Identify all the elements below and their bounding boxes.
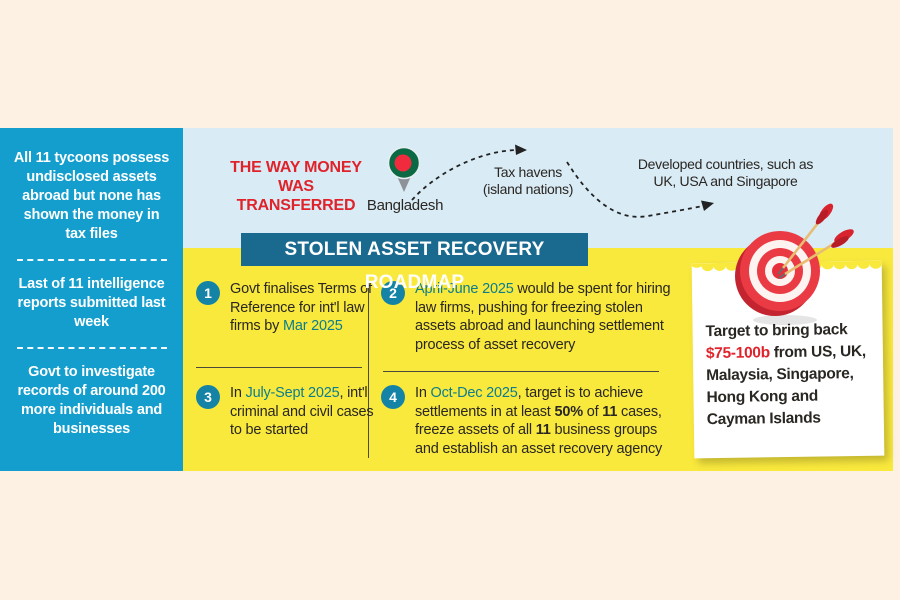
dart-icon	[777, 203, 834, 275]
origin-label: Bangladesh	[366, 197, 444, 214]
dashed-divider	[16, 259, 167, 261]
roadmap-step-3: 3 In July-Sept 2025, int'l criminal and …	[196, 384, 374, 440]
step-text: In July-Sept 2025, int'l criminal and ci…	[230, 385, 374, 438]
note-text: Target to bring back $75-100b from US, U…	[705, 321, 866, 429]
step-number-badge: 1	[196, 281, 220, 305]
transfer-title: THE WAY MONEY WAS TRANSFERRED	[230, 159, 362, 214]
sidebar-panel: All 11 tycoons possess undisclosed asset…	[0, 128, 183, 471]
column-divider	[368, 282, 369, 458]
sidebar-note-1: All 11 tycoons possess undisclosed asset…	[13, 150, 170, 242]
date-highlight: April-June 2025	[415, 281, 514, 297]
roadmap-step-4: 4 In Oct-Dec 2025, target is to achieve …	[381, 384, 677, 458]
money-flow-header: THE WAY MONEY WAS TRANSFERRED Bangladesh…	[183, 128, 893, 248]
sidebar-note-3: Govt to investigate records of around 20…	[17, 364, 166, 437]
roadmap-step-1: 1 Govt finalises Terms of Reference for …	[196, 280, 374, 336]
money-flow-map-graphic	[387, 144, 714, 218]
row-divider	[383, 371, 659, 372]
step-number-badge: 2	[381, 281, 405, 305]
step-text: April-June 2025 would be spent for hirin…	[415, 281, 671, 353]
step-number-badge: 4	[381, 385, 405, 409]
dartboard-icon	[735, 203, 854, 325]
dashed-divider	[16, 347, 167, 349]
amount-highlight: $75-100b	[705, 344, 770, 363]
developed-countries-label: Developed countries, such as UK, USA and…	[637, 156, 814, 189]
row-divider	[196, 367, 362, 368]
sidebar-note-2: Last of 11 intelligence reports submitte…	[17, 276, 166, 330]
roadmap-step-2: 2 April-June 2025 would be spent for hir…	[381, 280, 677, 354]
tax-havens-label: Tax havens (island nations)	[482, 164, 574, 197]
dart-icon	[778, 229, 854, 279]
date-highlight: Oct-Dec 2025	[430, 385, 518, 401]
step-text: Govt finalises Terms of Reference for in…	[230, 281, 372, 334]
step-number-badge: 3	[196, 385, 220, 409]
step-text: In Oct-Dec 2025, target is to achieve se…	[415, 385, 663, 457]
flow-arrow-1-icon	[411, 144, 527, 201]
roadmap-banner: STOLEN ASSET RECOVERY ROADMAP	[241, 233, 588, 293]
flow-arrow-2-icon	[566, 161, 714, 218]
date-highlight: Mar 2025	[282, 318, 343, 334]
bangladesh-pin-icon	[387, 146, 421, 192]
date-highlight: July-Sept 2025	[245, 385, 340, 401]
